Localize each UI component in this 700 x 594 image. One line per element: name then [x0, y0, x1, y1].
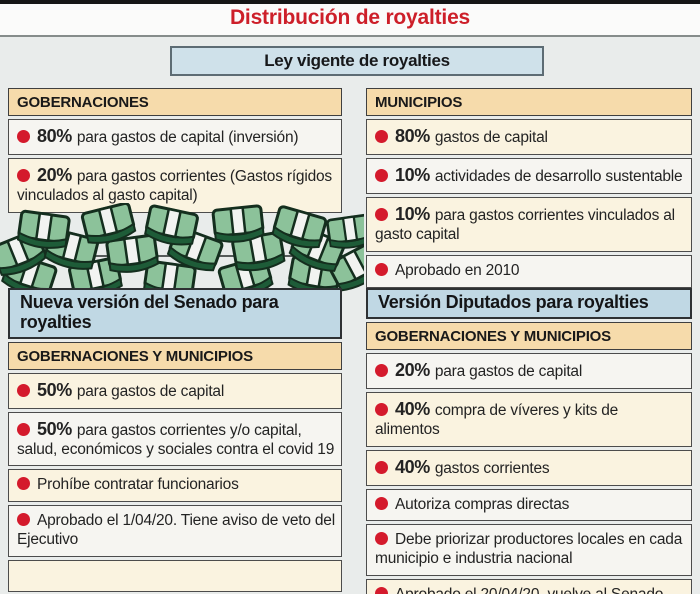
item-text: actividades de desarrollo sustentable: [434, 167, 683, 185]
list-item: Aprobado el 1/04/20. Tiene aviso de veto…: [8, 505, 342, 558]
bullet-icon: [17, 422, 30, 436]
item-percent: 40%: [395, 456, 430, 477]
bullet-icon: [17, 477, 30, 491]
top-black-bar: [0, 0, 700, 4]
empty-row: [8, 560, 342, 593]
panel-header: MUNICIPIOS: [366, 88, 692, 116]
item-text: Autoriza compras directas: [395, 495, 570, 513]
bullet-icon: [375, 587, 388, 594]
bullet-icon: [375, 168, 388, 182]
law-banner: Ley vigente de royalties: [170, 46, 544, 76]
bullet-icon: [375, 207, 388, 221]
item-percent: 80%: [37, 126, 72, 146]
bullet-icon: [17, 383, 30, 397]
bullet-icon: [17, 130, 30, 143]
bullet-icon: [375, 363, 388, 377]
bullet-icon: [375, 402, 388, 416]
list-item: 50% para gastos de capital: [8, 372, 342, 409]
item-text: Aprobado el 1/04/20. Tiene aviso de veto…: [17, 512, 335, 549]
item-text: para gastos corrientes vinculados al gas…: [375, 206, 675, 243]
list-item: Debe priorizar productores locales en ca…: [366, 524, 692, 577]
item-text: para gastos de capital: [434, 362, 583, 380]
item-text: compra de víveres y kits de alimentos: [375, 401, 619, 438]
divider-rule: [0, 35, 700, 37]
item-percent: 20%: [395, 359, 430, 380]
item-percent: 10%: [395, 203, 430, 224]
bullet-icon: [375, 496, 388, 510]
list-item: 10% para gastos corrientes vinculados al …: [366, 196, 692, 252]
bullet-icon: [17, 168, 30, 182]
panel-header: GOBERNACIONES Y MUNICIPIOS: [366, 321, 692, 350]
list-item: 20% para gastos de capital: [366, 352, 692, 389]
panel-title: Nueva versión del Senado para royalties: [8, 288, 342, 339]
list-item: 80% gastos de capital: [366, 119, 692, 155]
bullet-icon: [375, 130, 388, 143]
title-band: [0, 4, 700, 35]
list-item: Autoriza compras directas: [366, 488, 692, 522]
list-item: Prohíbe contratar funcionarios: [8, 469, 342, 503]
list-item: 10% actividades de desarrollo sustentable: [366, 157, 692, 194]
panel-header: GOBERNACIONES: [8, 88, 342, 116]
list-item: Aprobado en 2010: [366, 254, 692, 288]
page-title: Distribución de royalties: [229, 6, 471, 29]
panel-senado: Nueva versión del Senado para royalties …: [8, 288, 342, 594]
item-text: Aprobado el 20/04/20, vuelve al Senado: [395, 586, 663, 594]
item-text: gastos corrientes: [434, 459, 550, 477]
list-item: 50% para gastos corrientes y/o capital, s…: [8, 411, 342, 467]
panel-municipios: MUNICIPIOS 80% gastos de capital 10% activ…: [366, 88, 692, 291]
panel-gobernaciones: GOBERNACIONES 80% para gastos de capital …: [8, 88, 342, 216]
bullet-icon: [17, 513, 30, 527]
item-percent: 50%: [37, 379, 72, 400]
item-text: para gastos de capital: [76, 382, 225, 400]
bullet-icon: [375, 262, 388, 276]
list-item: 40% gastos corrientes: [366, 449, 692, 486]
panel-diputados: Versión Diputados para royalties GOBERNA…: [366, 288, 692, 594]
item-text: Aprobado en 2010: [395, 261, 520, 279]
item-text: para gastos corrientes (Gastos rígidos v…: [17, 167, 332, 204]
item-text: Debe priorizar productores locales en ca…: [375, 531, 683, 568]
bullet-icon: [375, 460, 388, 474]
item-percent: 80%: [395, 126, 430, 146]
panel-header: GOBERNACIONES Y MUNICIPIOS: [8, 341, 342, 370]
bullet-icon: [375, 532, 388, 546]
list-item: 20% para gastos corrientes (Gastos rígido…: [8, 157, 342, 213]
list-item: Aprobado el 20/04/20, vuelve al Senado: [366, 579, 692, 594]
list-item: 40% compra de víveres y kits de alimentos: [366, 391, 692, 447]
item-text: gastos de capital: [434, 129, 548, 146]
item-percent: 10%: [395, 164, 430, 185]
item-percent: 40%: [395, 398, 430, 419]
item-text: Prohíbe contratar funcionarios: [37, 476, 239, 494]
item-text: para gastos de capital (inversión): [76, 129, 299, 146]
money-pile-illustration: [0, 203, 364, 295]
list-item: 80% para gastos de capital (inversión): [8, 119, 342, 155]
item-text: para gastos corrientes y/o capital, salu…: [17, 421, 335, 458]
panel-title: Versión Diputados para royalties: [366, 288, 692, 319]
item-percent: 50%: [37, 418, 72, 439]
item-percent: 20%: [37, 164, 72, 185]
